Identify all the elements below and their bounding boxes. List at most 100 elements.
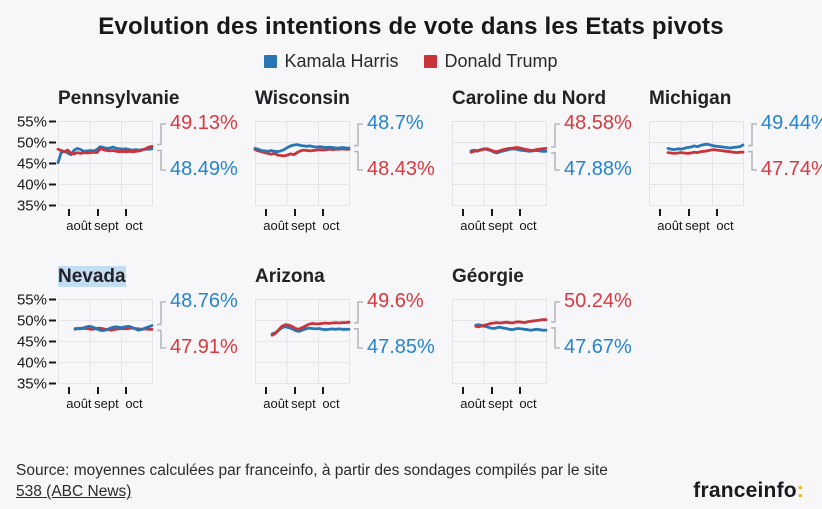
y-axis-label-text: 45% bbox=[16, 155, 47, 172]
x-axis-label-sept: sept bbox=[94, 396, 119, 411]
x-axis-label-oct: oct bbox=[322, 396, 340, 411]
leader-georgie: 50.24% 47.67% bbox=[549, 290, 649, 384]
y-axis-label-text: 55% bbox=[16, 113, 47, 130]
trump-color-swatch bbox=[424, 55, 438, 68]
y-axis-tick bbox=[49, 298, 56, 301]
x-axis-tick bbox=[322, 387, 325, 394]
line-trump bbox=[56, 144, 154, 156]
chart-pennsylvanie: Pennsylvanie 55% 50% 45% 40% 35% août sept oct 49… bbox=[17, 88, 238, 254]
chart-title-michigan: Michigan bbox=[649, 88, 818, 111]
chart-title-text: Pennsylvanie bbox=[58, 88, 180, 109]
y-axis-label: 50% bbox=[12, 134, 56, 151]
chart-title-nevada: Nevada bbox=[58, 266, 227, 289]
y-axis-label-text: 45% bbox=[16, 333, 47, 350]
x-axis-label-sept: sept bbox=[488, 218, 513, 233]
charts-row-2: Nevada 55% 50% 45% 40% 35% août sept oct 48.76% 47… bbox=[17, 266, 822, 432]
y-axis-tick bbox=[49, 141, 56, 144]
legend-label-harris: Kamala Harris bbox=[284, 51, 399, 71]
plot-svg bbox=[452, 121, 548, 206]
value-label-harris: 47.85% bbox=[367, 336, 435, 358]
chart-title-text: Arizona bbox=[255, 266, 325, 287]
x-axis-tick bbox=[96, 209, 99, 216]
chart-arizona: Arizona août sept oct 49.6% 47.85% bbox=[227, 266, 435, 432]
plot-svg bbox=[255, 299, 351, 384]
line-harris bbox=[56, 145, 154, 165]
x-axis-label-sept: sept bbox=[685, 218, 710, 233]
chart-title-text: Nevada bbox=[58, 266, 126, 287]
plot-svg bbox=[649, 121, 745, 206]
y-axis-label: 50% bbox=[12, 312, 56, 329]
x-axis-label-oct: oct bbox=[519, 218, 537, 233]
leader-bracket bbox=[354, 301, 363, 349]
line-harris bbox=[666, 142, 745, 151]
leader-arizona: 49.6% 47.85% bbox=[352, 290, 452, 384]
value-label-trump: 48.43% bbox=[367, 158, 435, 180]
plot-svg bbox=[56, 121, 154, 206]
chart-title-text: Caroline du Nord bbox=[452, 88, 607, 109]
chart-georgie: Géorgie août sept oct 50.24% 47.67% bbox=[424, 266, 632, 432]
x-axis-label-août: août bbox=[657, 218, 683, 233]
plot-wisconsin: août sept oct 48.7% 48.43% bbox=[253, 112, 435, 233]
franceinfo-logo: franceinfo: bbox=[693, 479, 804, 503]
legend-item-trump: Donald Trump bbox=[424, 51, 558, 72]
x-axis-tick bbox=[125, 387, 128, 394]
chart-title-arizona: Arizona bbox=[255, 266, 424, 289]
y-axis-label: 45% bbox=[12, 155, 56, 172]
source-text: Source: moyennes calculées par franceinf… bbox=[16, 462, 608, 480]
value-label-harris: 48.49% bbox=[170, 158, 238, 180]
value-label-trump: 49.6% bbox=[367, 290, 424, 312]
y-axis-label-text: 35% bbox=[16, 197, 47, 214]
plot-caroline-du-nord: août sept oct 48.58% 47.88% bbox=[452, 112, 632, 233]
y-axis-tick bbox=[49, 120, 56, 123]
line-trump bbox=[253, 147, 351, 158]
x-axis-tick bbox=[716, 209, 719, 216]
y-axis-tick bbox=[49, 340, 56, 343]
x-axis-label-août: août bbox=[460, 218, 486, 233]
plot-pennsylvanie: 55% 50% 45% 40% 35% août sept oct 49.13% 48.49% bbox=[17, 112, 238, 233]
chart-title-text: Wisconsin bbox=[255, 88, 350, 109]
x-axis-label-sept: sept bbox=[94, 218, 119, 233]
x-axis-tick bbox=[68, 209, 71, 216]
value-label-trump: 47.74% bbox=[761, 158, 822, 180]
y-axis-label: 55% bbox=[12, 291, 56, 308]
y-axis-label-text: 55% bbox=[16, 291, 47, 308]
chart-title-wisconsin: Wisconsin bbox=[255, 88, 424, 111]
line-trump bbox=[666, 148, 745, 155]
x-axis-tick bbox=[490, 209, 493, 216]
legend-label-trump: Donald Trump bbox=[444, 51, 558, 71]
source-link[interactable]: 538 (ABC News) bbox=[16, 483, 132, 501]
value-label-trump: 50.24% bbox=[564, 290, 632, 312]
y-axis-label: 55% bbox=[12, 113, 56, 130]
x-axis-label-sept: sept bbox=[291, 218, 316, 233]
line-harris bbox=[253, 143, 351, 154]
line-harris bbox=[73, 324, 154, 332]
x-axis-label-oct: oct bbox=[322, 218, 340, 233]
chart-caroline-du-nord: Caroline du Nord août sept oct 48.58% 47.88% bbox=[424, 88, 632, 254]
leader-bracket bbox=[354, 123, 363, 171]
charts-grid: Pennsylvanie 55% 50% 45% 40% 35% août sept oct 49… bbox=[0, 88, 822, 432]
x-axis-label-oct: oct bbox=[519, 396, 537, 411]
x-axis-tick bbox=[68, 387, 71, 394]
value-label-harris: 47.67% bbox=[564, 336, 632, 358]
value-label-trump: 48.58% bbox=[564, 112, 632, 134]
x-axis-label-août: août bbox=[66, 218, 92, 233]
x-axis-tick bbox=[519, 209, 522, 216]
line-harris bbox=[474, 323, 548, 332]
x-axis-tick bbox=[519, 387, 522, 394]
y-axis-label-text: 50% bbox=[16, 134, 47, 151]
y-axis-tick bbox=[49, 382, 56, 385]
line-trump bbox=[469, 146, 548, 154]
leader-bracket bbox=[551, 123, 560, 171]
source-block: Source: moyennes calculées par franceinf… bbox=[16, 461, 608, 503]
y-axis-label-text: 35% bbox=[16, 375, 47, 392]
x-axis-label-sept: sept bbox=[488, 396, 513, 411]
logo-colon: : bbox=[796, 479, 804, 502]
value-label-trump: 49.13% bbox=[170, 112, 238, 134]
x-axis-tick bbox=[462, 387, 465, 394]
x-axis-label-sept: sept bbox=[291, 396, 316, 411]
x-axis-tick bbox=[462, 209, 465, 216]
x-axis-tick bbox=[687, 209, 690, 216]
line-trump bbox=[474, 318, 548, 329]
y-axis-label-text: 40% bbox=[16, 354, 47, 371]
